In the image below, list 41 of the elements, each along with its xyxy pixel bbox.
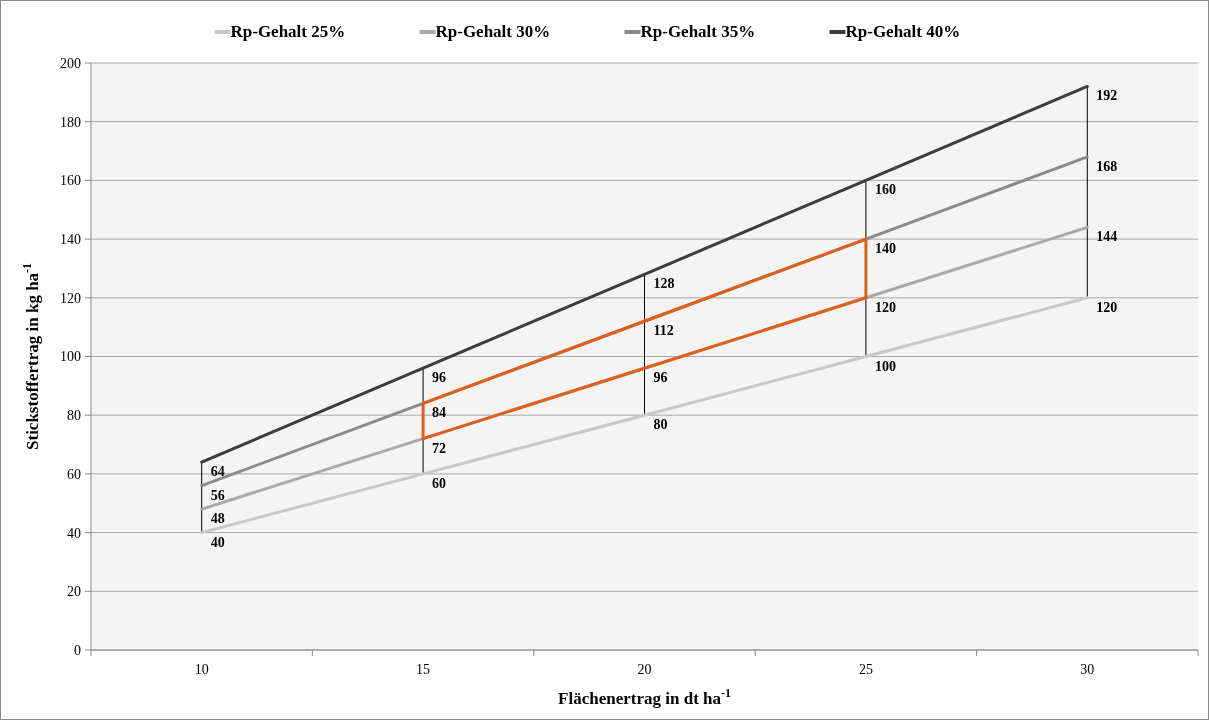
- y-tick-label: 160: [60, 173, 81, 189]
- data-label: 60: [432, 475, 447, 491]
- y-tick-label: 140: [60, 232, 81, 247]
- y-tick-label: 80: [67, 408, 81, 424]
- y-tick-label: 20: [67, 584, 81, 600]
- data-label: 80: [653, 417, 668, 433]
- data-label: 48: [210, 511, 225, 527]
- data-label: 160: [874, 182, 896, 198]
- data-label: 112: [653, 323, 674, 339]
- y-tick-label: 0: [74, 642, 81, 658]
- x-tick-label: 15: [416, 662, 431, 677]
- data-label: 100: [874, 358, 896, 374]
- y-tick-label: 100: [60, 349, 81, 365]
- data-label: 120: [874, 299, 896, 315]
- legend-label: Rp-Gehalt 35%: [640, 22, 756, 41]
- legend-label: Rp-Gehalt 40%: [845, 22, 961, 41]
- data-label: 40: [210, 534, 225, 550]
- data-label: 168: [1096, 158, 1118, 174]
- y-tick-label: 180: [60, 114, 81, 130]
- y-tick-label: 60: [67, 466, 81, 482]
- x-tick-label: 30: [1080, 662, 1095, 677]
- data-label: 192: [1096, 88, 1118, 104]
- legend-label: Rp-Gehalt 25%: [230, 22, 346, 41]
- data-label: 64: [210, 464, 225, 480]
- data-label: 140: [874, 241, 896, 257]
- y-tick-label: 120: [60, 290, 81, 306]
- data-label: 84: [432, 405, 447, 421]
- x-tick-label: 20: [637, 662, 652, 677]
- x-axis-title: Flächenertrag in dt ha$^{-1}$: [558, 686, 731, 708]
- legend-label: Rp-Gehalt 30%: [435, 22, 551, 41]
- y-tick-label: 200: [60, 55, 81, 71]
- data-label: 72: [432, 440, 447, 456]
- data-label: 56: [210, 487, 225, 503]
- data-label: 120: [1096, 299, 1118, 315]
- x-tick-label: 10: [194, 662, 209, 677]
- data-label: 128: [653, 276, 675, 292]
- data-label: 144: [1096, 229, 1118, 245]
- data-label: 96: [653, 370, 668, 386]
- y-tick-label: 40: [67, 525, 81, 541]
- x-tick-label: 25: [858, 662, 873, 677]
- data-label: 96: [432, 370, 447, 386]
